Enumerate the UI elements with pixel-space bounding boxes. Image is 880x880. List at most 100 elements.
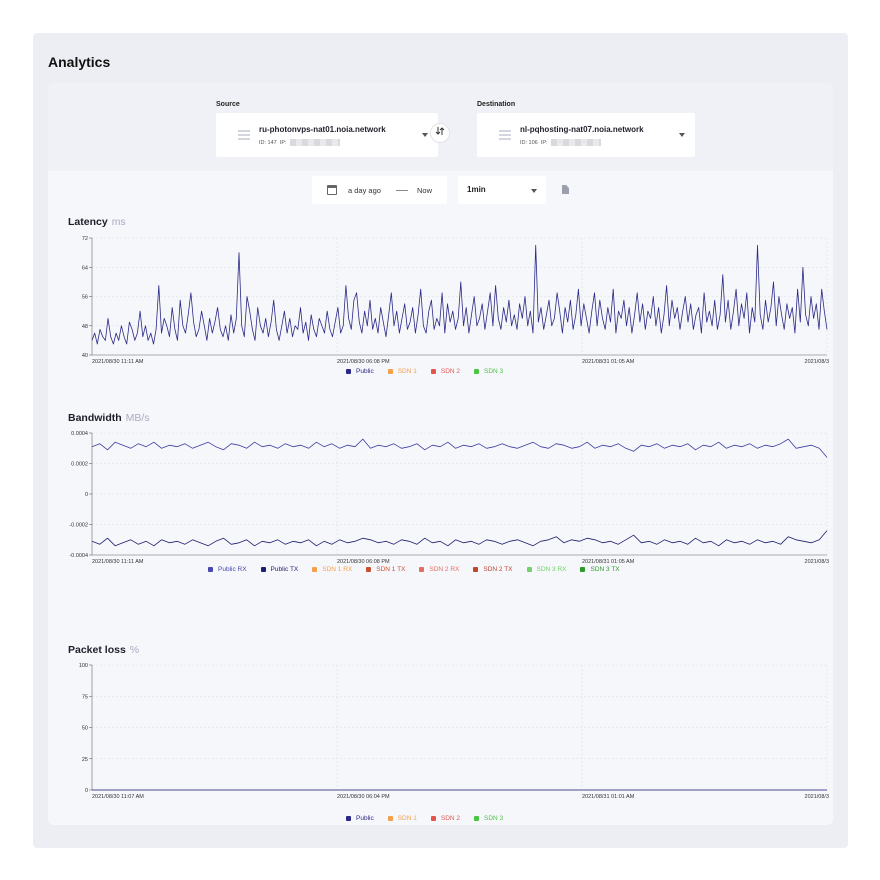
legend-item[interactable]: SDN 1 <box>387 815 417 822</box>
packet-loss-xtick-label: 2021/08/30 11:07 AM <box>92 794 144 800</box>
date-separator <box>396 190 408 191</box>
bandwidth-xtick-label: 2021/08/30 06:08 PM <box>337 559 390 565</box>
legend-swatch <box>474 369 480 374</box>
legend-swatch <box>430 369 436 374</box>
legend-item[interactable]: SDN 2 RX <box>419 566 459 573</box>
destination-name: nl-pqhosting-nat07.noia.network <box>520 125 644 134</box>
bandwidth-title: Bandwidth MB/s <box>68 412 150 424</box>
legend-label: SDN 3 <box>484 368 504 375</box>
legend-item[interactable]: Public TX <box>260 566 299 573</box>
legend-swatch <box>430 816 436 821</box>
destination-ip-redacted <box>551 139 602 146</box>
latency-chart: 72 64 56 48 40 2021/08/30 11:11 AM 2021/08/30 … <box>82 236 829 365</box>
chevron-down-icon <box>679 133 685 137</box>
legend-swatch <box>473 567 479 572</box>
chevron-down-icon <box>422 133 428 137</box>
legend-item[interactable]: SDN 2 TX <box>473 566 513 573</box>
latency-xtick-label: 2021/08/3 <box>805 359 829 365</box>
bandwidth-xtick-label: 2021/08/31 01:05 AM <box>582 559 635 565</box>
legend-swatch <box>526 567 532 572</box>
packet-loss-xtick-label: 2021/08/3 <box>805 794 829 800</box>
bandwidth-title-text: Bandwidth <box>68 412 122 424</box>
legend-item[interactable]: SDN 3 RX <box>526 566 566 573</box>
legend-item[interactable]: SDN 3 TX <box>580 566 620 573</box>
legend-label: Public <box>356 815 374 822</box>
legend-label: SDN 3 TX <box>590 566 620 573</box>
latency-title-text: Latency <box>68 216 108 228</box>
packet-loss-xtick-label: 2021/08/31 01:01 AM <box>582 794 635 800</box>
legend-swatch <box>474 816 480 821</box>
legend-label: Public RX <box>218 566 247 573</box>
packet-loss-ytick-label: 100 <box>79 663 88 669</box>
date-to: Now <box>417 186 433 195</box>
latency-xtick-label: 2021/08/31 01:05 AM <box>582 359 635 365</box>
legend-swatch <box>312 567 318 572</box>
legend-swatch <box>419 567 425 572</box>
bandwidth-ytick-label: 0.0002 <box>71 462 88 468</box>
legend-swatch <box>387 816 393 821</box>
bandwidth-xtick-label: 2021/08/30 11:11 AM <box>92 559 144 565</box>
packet-loss-ytick-label: 75 <box>82 694 88 700</box>
legend-item[interactable]: SDN 1 RX <box>312 566 352 573</box>
packet-loss-ytick-label: 25 <box>82 757 88 763</box>
legend-item[interactable]: SDN 2 <box>430 815 461 822</box>
destination-select[interactable]: nl-pqhosting-nat07.noia.network ID: 106 … <box>477 113 695 157</box>
bandwidth-xtick-label: 2021/08/3 <box>805 559 829 565</box>
latency-ytick-label: 56 <box>82 295 88 301</box>
bandwidth-unit: MB/s <box>125 412 150 424</box>
bandwidth-chart: 0.0004 0.0002 0 -0.0002 -0.0004 2021/08/30 11… <box>69 431 829 565</box>
date-from: a day ago <box>348 186 381 195</box>
legend-label: SDN 3 <box>484 815 504 822</box>
bandwidth-series-line <box>91 438 828 458</box>
legend-item[interactable]: SDN 1 <box>387 368 417 375</box>
bandwidth-series-line <box>91 530 828 547</box>
legend-item[interactable]: SDN 1 TX <box>366 566 405 573</box>
latency-series-line <box>91 244 828 345</box>
interval-select[interactable]: 1min <box>458 176 546 204</box>
legend-label: SDN 2 RX <box>429 566 460 573</box>
legend-item[interactable]: Public RX <box>208 566 247 573</box>
interval-value: 1min <box>467 185 486 194</box>
legend-label: SDN 1 TX <box>376 566 406 573</box>
latency-xtick-label: 2021/08/30 06:08 PM <box>337 359 390 365</box>
latency-ytick-label: 72 <box>82 236 88 242</box>
legend-item[interactable]: SDN 2 <box>430 368 461 375</box>
page-title: Analytics <box>48 54 111 70</box>
packet-loss-unit: % <box>129 644 140 656</box>
legend-swatch <box>366 567 372 572</box>
latency-ytick-label: 64 <box>82 265 88 271</box>
bandwidth-ytick-label: -0.0004 <box>69 553 88 559</box>
bandwidth-legend: Public RX Public TX SDN 1 RX SDN 1 TX SDN 2 … <box>208 566 620 573</box>
legend-label: SDN 2 <box>440 368 461 375</box>
packet-loss-legend: Public SDN 1 SDN 2 SDN 3 <box>346 815 503 822</box>
latency-title: Latency ms <box>68 216 126 228</box>
legend-label: SDN 1 <box>397 815 417 822</box>
packet-loss-xtick-label: 2021/08/30 06:04 PM <box>337 794 390 800</box>
source-label: Source <box>216 101 240 108</box>
server-icon <box>499 130 511 140</box>
legend-label: Public <box>356 368 374 375</box>
date-range-picker[interactable]: a day ago Now <box>312 176 447 204</box>
packet-loss-title: Packet loss% <box>68 644 139 656</box>
legend-label: SDN 2 <box>440 815 461 822</box>
source-ip-label: IP: <box>279 139 287 146</box>
legend-item[interactable]: SDN 3 <box>474 815 503 822</box>
analytics-panel: Source ru-photonvps-nat01.noia.network I… <box>48 83 833 825</box>
packet-loss-ytick-label: 0 <box>85 788 88 794</box>
server-icon <box>238 130 250 140</box>
swap-icon <box>435 127 445 135</box>
latency-ytick-label: 40 <box>82 353 88 359</box>
chevron-down-icon <box>531 189 537 193</box>
swap-button[interactable] <box>430 123 450 143</box>
legend-item[interactable]: SDN 3 <box>474 368 503 375</box>
latency-legend: Public SDN 1 SDN 2 SDN 3 <box>346 368 503 375</box>
export-icon[interactable] <box>562 185 569 194</box>
bandwidth-ytick-label: 0.0004 <box>71 431 88 437</box>
source-select[interactable]: ru-photonvps-nat01.noia.network ID: 147 … <box>216 113 438 157</box>
legend-swatch <box>346 369 351 374</box>
legend-item[interactable]: Public <box>346 368 374 375</box>
destination-id: ID: 106 <box>520 139 538 146</box>
legend-label: Public TX <box>270 566 299 573</box>
destination-ip-label: IP: <box>540 139 548 146</box>
legend-item[interactable]: Public <box>346 815 374 822</box>
